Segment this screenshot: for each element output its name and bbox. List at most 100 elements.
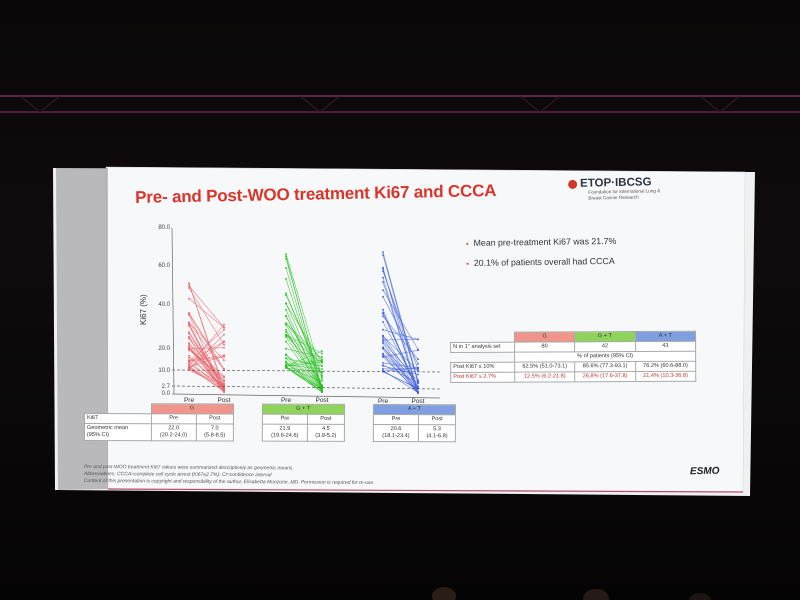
patient-line	[382, 337, 419, 392]
patient-point	[382, 276, 384, 279]
patient-line	[188, 337, 225, 393]
patient-point	[321, 372, 323, 374]
patient-point	[417, 370, 419, 372]
patient-point	[188, 311, 190, 314]
patient-point	[223, 326, 225, 329]
patient-point	[188, 297, 190, 300]
patient-point	[188, 282, 190, 285]
y-axis	[171, 227, 175, 395]
patient-line	[285, 324, 323, 388]
patient-point	[285, 257, 287, 260]
y-tick-20: 20.0	[158, 346, 170, 352]
patient-line	[188, 369, 225, 388]
patient-point	[188, 349, 190, 352]
patient-point	[223, 391, 225, 393]
patient-point	[382, 315, 384, 318]
patient-point	[382, 251, 384, 254]
patient-line	[285, 303, 323, 363]
patient-line	[188, 347, 225, 349]
patient-point	[188, 321, 190, 324]
patient-point	[382, 311, 384, 314]
y-axis-label: Ki67 (%)	[139, 294, 148, 325]
patient-point	[285, 364, 287, 366]
x-label-g-pre: Pre	[184, 397, 195, 404]
patient-line	[285, 362, 323, 393]
patient-point	[382, 365, 384, 367]
patient-line	[285, 355, 323, 390]
x-axis	[171, 393, 441, 399]
patient-point	[382, 353, 384, 356]
patient-point	[223, 340, 225, 343]
patient-line	[188, 361, 225, 391]
patient-point	[223, 376, 225, 379]
patient-point	[188, 356, 190, 359]
patient-point	[417, 338, 419, 341]
patient-point	[382, 266, 384, 269]
patient-point	[321, 359, 323, 362]
patient-point	[223, 382, 225, 385]
patient-point	[223, 384, 225, 387]
patient-line	[188, 355, 225, 368]
x-label-at-post: Post	[411, 398, 424, 405]
patient-line	[188, 329, 225, 362]
patient-point	[285, 308, 287, 311]
patient-line	[285, 359, 323, 366]
patient-point	[285, 333, 287, 336]
patient-point	[285, 357, 287, 360]
patient-line	[188, 347, 225, 385]
patient-line	[188, 314, 225, 371]
patient-point	[223, 346, 225, 349]
patient-point	[188, 342, 190, 344]
y-tick-0: 0.0	[162, 391, 171, 397]
patient-point	[382, 254, 384, 256]
patient-point	[321, 350, 323, 352]
patient-point	[188, 336, 190, 339]
patient-point	[382, 356, 384, 358]
patient-point	[382, 328, 384, 331]
patient-line	[382, 347, 419, 393]
patient-point	[223, 379, 225, 382]
patient-point	[188, 354, 190, 357]
patient-point	[382, 362, 384, 364]
patient-point	[417, 358, 419, 361]
y-tick-60: 60.0	[158, 263, 170, 269]
patient-point	[382, 334, 384, 337]
patient-point	[382, 295, 384, 298]
patient-point	[382, 342, 384, 345]
patient-point	[321, 391, 323, 393]
patient-line	[188, 298, 225, 328]
patient-point	[188, 346, 190, 349]
patient-point	[285, 360, 287, 363]
patient-point	[321, 365, 323, 367]
patient-point	[382, 281, 384, 283]
patient-point	[285, 267, 287, 269]
patient-point	[321, 389, 323, 391]
patient-point	[188, 363, 190, 365]
patient-line	[285, 293, 323, 380]
patient-point	[382, 321, 384, 323]
patient-point	[321, 360, 323, 363]
patient-point	[382, 339, 384, 341]
patient-point	[223, 343, 225, 346]
patient-point	[188, 287, 190, 289]
patient-line	[188, 322, 225, 370]
patient-point	[223, 328, 225, 331]
lighting-truss	[0, 95, 800, 113]
patient-point	[321, 380, 323, 382]
patient-line	[382, 353, 419, 388]
patient-line	[382, 347, 419, 384]
patient-line	[188, 283, 225, 389]
patient-point	[417, 368, 419, 370]
patient-point	[382, 336, 384, 339]
patient-point	[285, 328, 287, 331]
patient-point	[188, 344, 190, 347]
patient-line	[382, 252, 419, 382]
patient-line	[285, 367, 323, 382]
patient-line	[188, 312, 225, 370]
patient-point	[285, 331, 287, 333]
patient-point	[285, 336, 287, 338]
patient-line	[285, 258, 323, 388]
patient-point	[417, 386, 419, 389]
